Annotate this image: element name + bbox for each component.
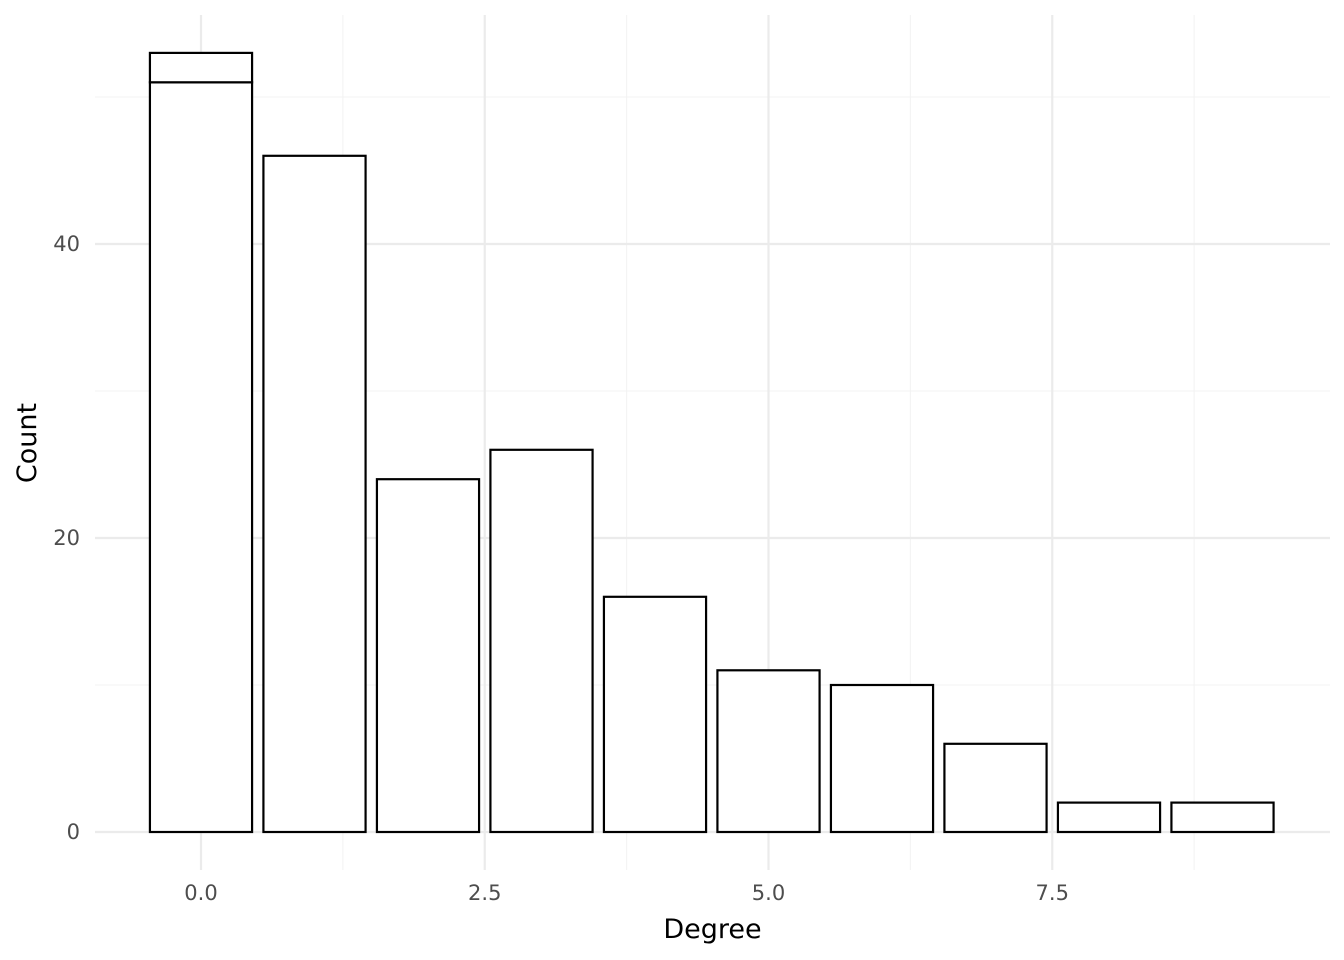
bar-x3 — [489, 448, 594, 834]
x-tick-labels: 0.0 2.5 5.0 7.5 — [184, 881, 1069, 905]
x-tick-label: 5.0 — [752, 881, 785, 905]
bar-x5 — [716, 669, 821, 834]
y-tick-label: 20 — [53, 526, 80, 550]
bar-x0-segment-1 — [148, 81, 254, 834]
bars — [148, 51, 1275, 834]
x-tick-label: 7.5 — [1036, 881, 1069, 905]
y-tick-labels: 0 20 40 — [53, 232, 80, 844]
bar-x4 — [602, 595, 708, 834]
y-tick-label: 40 — [53, 232, 80, 256]
bar-x6 — [829, 683, 935, 834]
y-tick-label: 0 — [67, 820, 80, 844]
bar-x1 — [262, 154, 367, 834]
x-axis-title: Degree — [663, 914, 761, 945]
bar-x0-segment-2 — [148, 51, 254, 84]
x-tick-label: 2.5 — [468, 881, 501, 905]
y-axis-title: Count — [12, 403, 43, 483]
bar-x7 — [943, 742, 1048, 834]
bar-x8 — [1056, 801, 1162, 834]
x-tick-label: 0.0 — [184, 881, 217, 905]
bar-x9 — [1170, 801, 1275, 834]
bar-x2 — [375, 478, 481, 834]
